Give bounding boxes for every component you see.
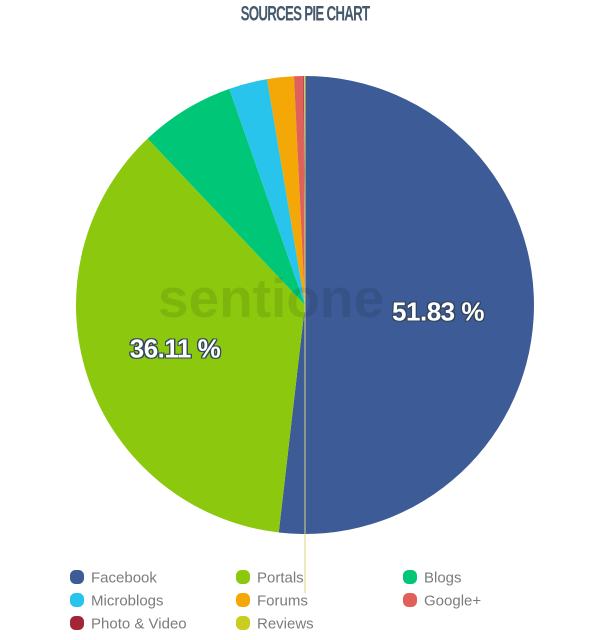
svg-text:sentione: sentione: [158, 267, 384, 329]
